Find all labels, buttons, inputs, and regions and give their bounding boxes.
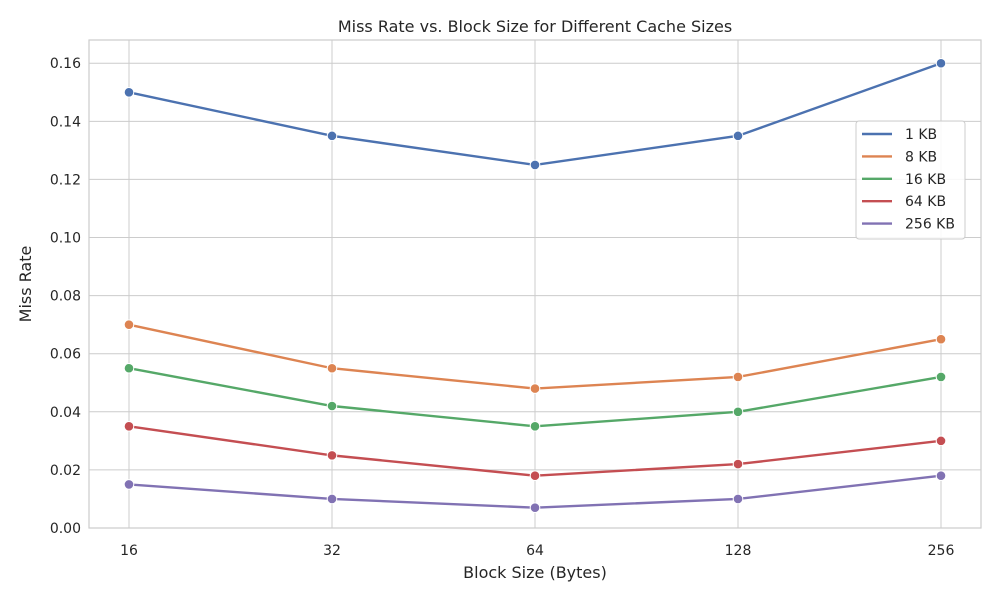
x-axis: 16 32 64 128 256 — [120, 543, 954, 559]
data-point — [123, 86, 135, 98]
plot-frame — [88, 39, 982, 529]
data-point — [935, 371, 947, 383]
legend: 1 KB 8 KB 16 KB 64 KB 256 KB — [855, 120, 966, 240]
y-tick-label: 0.14 — [50, 114, 81, 130]
x-tick-label: 128 — [725, 543, 752, 559]
data-point — [326, 450, 338, 461]
legend-label: 16 KB — [905, 172, 946, 188]
x-tick-label: 32 — [323, 543, 341, 559]
y-tick-label: 0.10 — [50, 231, 81, 247]
grid — [89, 40, 981, 529]
legend-label: 1 KB — [905, 127, 937, 143]
y-tick-label: 0.08 — [50, 289, 81, 305]
data-point — [935, 470, 947, 482]
data-point — [326, 362, 338, 374]
x-tick-label: 64 — [526, 543, 544, 559]
legend-label: 8 KB — [905, 149, 937, 165]
y-tick-label: 0.00 — [50, 521, 81, 537]
y-axis-label: Miss Rate — [16, 246, 35, 323]
y-tick-label: 0.16 — [50, 56, 81, 72]
data-point — [732, 493, 744, 505]
data-point — [123, 319, 135, 330]
data-point — [732, 458, 744, 470]
y-tick-label: 0.06 — [50, 347, 81, 363]
y-axis: 0.00 0.02 0.04 0.06 0.08 0.10 0.12 0.14 0.16 — [50, 56, 81, 537]
data-point — [935, 333, 947, 345]
data-point — [935, 435, 947, 447]
x-tick-label: 256 — [928, 543, 955, 559]
x-axis-label: Block Size (Bytes) — [463, 563, 607, 582]
data-point — [326, 400, 338, 412]
data-point — [326, 130, 338, 142]
y-tick-label: 0.04 — [50, 405, 81, 421]
data-point — [123, 362, 135, 374]
x-tick-label: 16 — [120, 543, 138, 559]
y-tick-label: 0.12 — [50, 172, 81, 188]
legend-label: 256 KB — [905, 217, 955, 233]
chart-title: Miss Rate vs. Block Size for Different C… — [338, 17, 732, 36]
data-point — [123, 421, 135, 432]
legend-box — [855, 120, 966, 240]
data-point — [732, 371, 744, 383]
series-group — [123, 57, 947, 513]
data-point — [529, 159, 541, 171]
legend-label: 64 KB — [905, 194, 946, 210]
data-point — [732, 130, 744, 142]
data-point — [529, 383, 541, 394]
data-point — [529, 502, 541, 513]
data-point — [732, 406, 744, 418]
data-point — [529, 421, 541, 432]
data-point — [123, 479, 135, 490]
y-tick-label: 0.02 — [50, 463, 81, 479]
data-point — [935, 57, 947, 69]
data-point — [326, 493, 338, 505]
data-point — [529, 470, 541, 482]
